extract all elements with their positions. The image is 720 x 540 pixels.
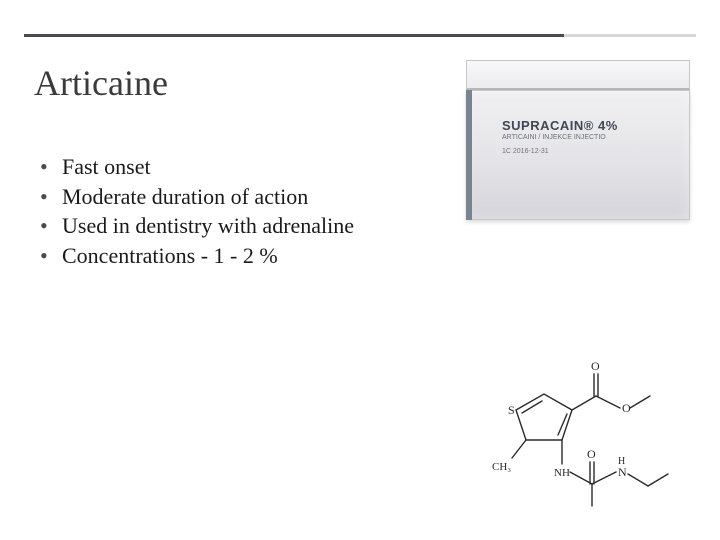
bullet-item: Moderate duration of action [40,182,354,212]
svg-text:H: H [618,456,625,467]
brand-subline: ARTICAINI / INJEKCE INJECTIO [502,134,606,141]
title-underline-dark [24,34,564,37]
product-box-illustration: SUPRACAIN® 4% ARTICAINI / INJEKCE INJECT… [458,52,698,228]
bullet-list: Fast onset Moderate duration of action U… [40,152,354,271]
svg-text:S: S [508,403,515,417]
box-lid [466,60,690,90]
bullet-item: Concentrations - 1 - 2 % [40,241,354,271]
bullet-item: Fast onset [40,152,354,182]
svg-text:O: O [587,447,596,461]
box-body [466,90,690,220]
svg-text:CH₃: CH₃ [580,509,599,510]
chemical-structure: S CH₃ O O NH O CH₃ [478,350,678,510]
brand-lotline: 1C 2016-12-31 [502,148,549,155]
svg-text:O: O [591,359,600,373]
top-whitespace [0,0,720,22]
svg-text:CH₃: CH₃ [492,461,511,473]
title-underline-light [564,34,696,37]
slide-title: Articaine [34,62,168,104]
box-accent-stripe [466,90,472,220]
brand-name: SUPRACAIN® 4% [502,118,618,133]
svg-text:N: N [618,465,627,479]
bullet-item: Used in dentistry with adrenaline [40,211,354,241]
svg-text:NH: NH [554,467,570,479]
